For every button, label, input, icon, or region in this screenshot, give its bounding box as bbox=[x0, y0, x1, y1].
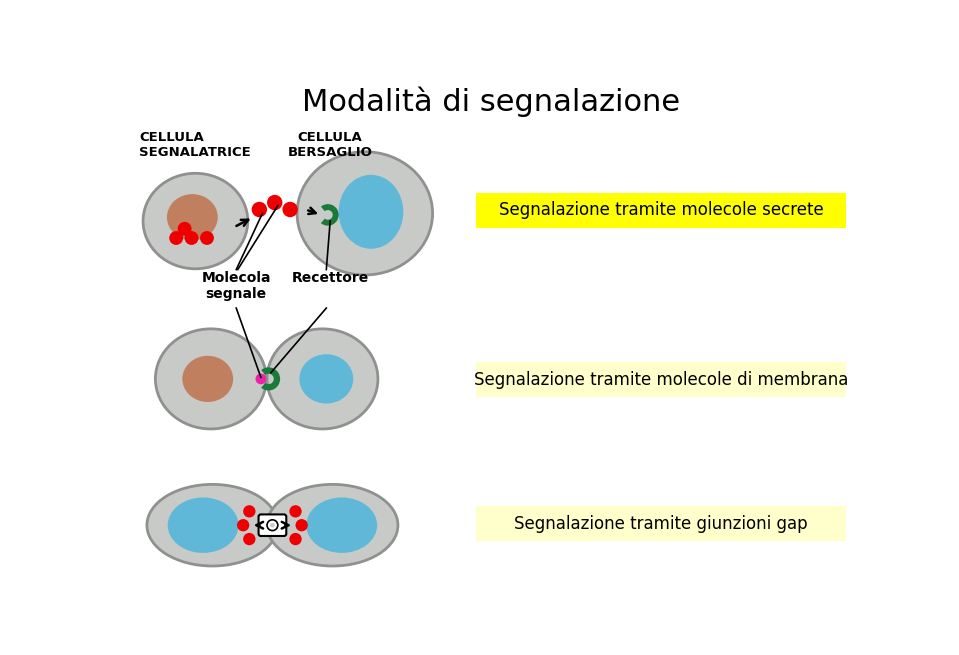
Circle shape bbox=[244, 533, 255, 545]
Circle shape bbox=[251, 202, 267, 217]
Text: Segnalazione tramite molecole secrete: Segnalazione tramite molecole secrete bbox=[499, 201, 824, 219]
Circle shape bbox=[295, 519, 308, 531]
Ellipse shape bbox=[168, 498, 239, 553]
Ellipse shape bbox=[339, 175, 404, 249]
Ellipse shape bbox=[267, 485, 398, 566]
FancyBboxPatch shape bbox=[477, 506, 846, 542]
FancyBboxPatch shape bbox=[259, 514, 287, 536]
Ellipse shape bbox=[267, 329, 378, 429]
Circle shape bbox=[237, 519, 249, 531]
Ellipse shape bbox=[299, 354, 353, 403]
Circle shape bbox=[267, 195, 283, 210]
Circle shape bbox=[200, 231, 214, 245]
Text: Modalità di segnalazione: Modalità di segnalazione bbox=[302, 86, 680, 117]
Circle shape bbox=[255, 373, 267, 384]
Ellipse shape bbox=[182, 356, 233, 402]
Ellipse shape bbox=[155, 329, 267, 429]
FancyBboxPatch shape bbox=[477, 362, 846, 398]
Ellipse shape bbox=[297, 152, 433, 275]
Circle shape bbox=[244, 505, 255, 517]
Circle shape bbox=[290, 533, 302, 545]
Circle shape bbox=[290, 505, 302, 517]
Circle shape bbox=[270, 523, 274, 527]
Text: CELLULA
BERSAGLIO: CELLULA BERSAGLIO bbox=[288, 131, 373, 159]
Circle shape bbox=[177, 222, 192, 236]
Ellipse shape bbox=[143, 174, 247, 269]
Wedge shape bbox=[261, 367, 280, 390]
Text: Segnalazione tramite giunzioni gap: Segnalazione tramite giunzioni gap bbox=[514, 515, 808, 533]
FancyBboxPatch shape bbox=[477, 193, 846, 228]
Circle shape bbox=[267, 520, 278, 531]
Ellipse shape bbox=[167, 194, 218, 240]
Ellipse shape bbox=[147, 485, 278, 566]
Wedge shape bbox=[321, 204, 339, 226]
Text: CELLULA
SEGNALATRICE: CELLULA SEGNALATRICE bbox=[139, 131, 251, 159]
Ellipse shape bbox=[306, 498, 377, 553]
Text: Recettore: Recettore bbox=[292, 271, 369, 285]
Circle shape bbox=[169, 231, 183, 245]
Text: Segnalazione tramite molecole di membrana: Segnalazione tramite molecole di membran… bbox=[474, 371, 849, 388]
Circle shape bbox=[185, 231, 199, 245]
Circle shape bbox=[283, 202, 298, 217]
Text: Molecola
segnale: Molecola segnale bbox=[201, 271, 271, 301]
